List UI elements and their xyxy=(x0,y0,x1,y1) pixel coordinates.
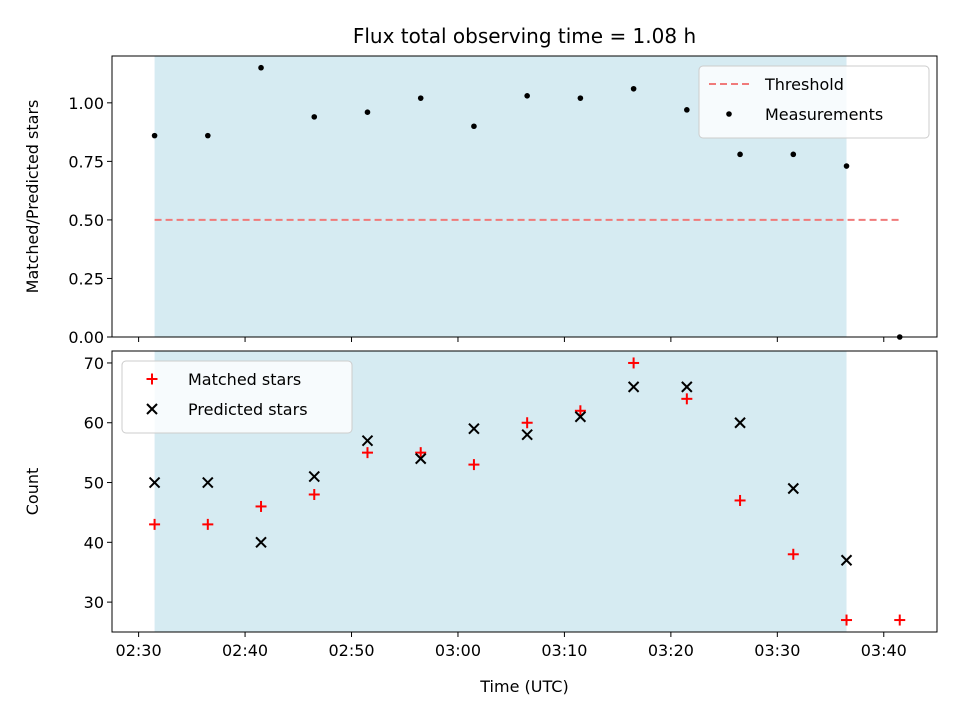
predicted-star-stroke-b xyxy=(202,476,214,489)
y-tick-label: 30 xyxy=(84,593,104,612)
predicted-star-point xyxy=(787,482,799,495)
bottom-panel: 30 40 50 60 70 02:30 02:40 02:50 03:00 03:10 03:20… xyxy=(23,350,938,696)
measurement-point xyxy=(577,95,584,101)
predicted-star-point xyxy=(627,381,640,393)
predicted-star-stroke-b xyxy=(415,452,427,465)
predicted-star-point xyxy=(148,476,161,489)
measurement-point xyxy=(790,151,797,158)
predicted-star-stroke-b xyxy=(361,434,374,447)
predicted-star-point xyxy=(521,428,533,441)
legend-label: Predicted stars xyxy=(188,400,308,419)
matched-star-point xyxy=(202,518,214,530)
matched-star-point xyxy=(628,357,640,369)
predicted-star-point xyxy=(308,470,320,483)
y-tick-label: 0.25 xyxy=(68,269,104,288)
matched-star-point xyxy=(255,500,267,512)
predicted-star-point xyxy=(468,423,480,435)
matched-star-point xyxy=(734,494,746,506)
y-tick-label: 60 xyxy=(84,414,104,433)
x-axis-label: Time (UTC) xyxy=(479,677,568,696)
x-tick-label: 02:50 xyxy=(328,641,374,660)
y-tick-label: 1.00 xyxy=(68,94,104,113)
predicted-star-stroke-b xyxy=(681,381,693,393)
predicted-star-point xyxy=(681,381,693,393)
measurement-point xyxy=(364,109,371,115)
y-tick-label: 40 xyxy=(84,533,104,552)
matched-star-point xyxy=(521,417,533,429)
legend: Matched stars Predicted stars xyxy=(121,360,353,434)
legend-box xyxy=(121,360,353,434)
axes-frame xyxy=(111,55,938,338)
predicted-star-stroke-b xyxy=(468,423,480,435)
measurement-point xyxy=(630,85,637,92)
x-tick-label: 02:30 xyxy=(116,641,162,660)
x-tick-label: 03:20 xyxy=(648,641,694,660)
y-tick-label: 50 xyxy=(84,474,104,493)
matched-star-point xyxy=(841,614,853,626)
measurement-point xyxy=(151,132,158,139)
top-panel: 0.00 0.25 0.50 0.75 1.00 Flux total observing… xyxy=(23,24,938,347)
matched-star-point xyxy=(894,614,906,626)
y-axis-label: Count xyxy=(23,468,42,516)
predicted-star-point xyxy=(255,536,267,549)
legend-predicted-swatch-b xyxy=(146,403,158,415)
measurement-point xyxy=(524,93,530,99)
x-tick-label: 03:10 xyxy=(541,641,587,660)
predicted-star-stroke-b xyxy=(308,470,320,483)
x-tick-label: 02:40 xyxy=(222,641,268,660)
matched-star-point xyxy=(308,488,320,500)
legend-label: Measurements xyxy=(765,105,883,124)
legend: Threshold Measurements xyxy=(698,65,930,139)
predicted-star-point xyxy=(734,417,746,429)
legend-measurement-swatch xyxy=(726,111,732,117)
x-tick-label: 03:30 xyxy=(754,641,800,660)
predicted-star-point xyxy=(840,554,853,566)
chart-title: Flux total observing time = 1.08 h xyxy=(353,24,696,48)
predicted-star-stroke-b xyxy=(255,536,267,549)
y-tick-label: 0.75 xyxy=(68,152,104,171)
measurement-point xyxy=(311,114,318,120)
matched-star-point xyxy=(574,405,586,417)
legend-label: Threshold xyxy=(764,75,844,94)
predicted-star-stroke-b xyxy=(148,476,161,489)
legend-box xyxy=(698,65,930,139)
predicted-star-stroke-b xyxy=(840,554,853,566)
predicted-star-point xyxy=(361,434,374,447)
predicted-star-stroke-b xyxy=(574,411,587,423)
matched-star-point xyxy=(361,447,373,459)
matched-star-point xyxy=(681,393,693,405)
legend-label: Matched stars xyxy=(188,370,301,389)
matched-star-point xyxy=(787,548,799,560)
y-tick-label: 0.50 xyxy=(68,211,104,230)
y-tick-label: 0.00 xyxy=(68,328,104,347)
predicted-star-stroke-b xyxy=(734,417,746,429)
matched-star-point xyxy=(149,518,161,530)
x-tick-label: 03:00 xyxy=(435,641,481,660)
predicted-star-point xyxy=(202,476,214,489)
predicted-star-point xyxy=(574,411,587,423)
measurement-point xyxy=(205,132,211,139)
measurement-point xyxy=(417,95,424,101)
matched-star-point xyxy=(468,459,480,471)
y-tick-label: 70 xyxy=(84,354,104,373)
x-tick-label: 03:40 xyxy=(861,641,907,660)
axes-frame xyxy=(111,350,938,633)
measurement-point xyxy=(471,123,477,130)
predicted-star-point xyxy=(415,452,427,465)
measurement-point xyxy=(737,151,743,158)
predicted-star-stroke-b xyxy=(787,482,799,495)
matched-star-point xyxy=(415,447,427,459)
y-axis-label: Matched/Predicted stars xyxy=(23,100,42,294)
predicted-star-stroke-b xyxy=(521,428,533,441)
measurement-point xyxy=(843,163,850,169)
predicted-star-stroke-b xyxy=(627,381,640,393)
measurement-point xyxy=(684,107,690,113)
measurement-point xyxy=(258,64,264,71)
